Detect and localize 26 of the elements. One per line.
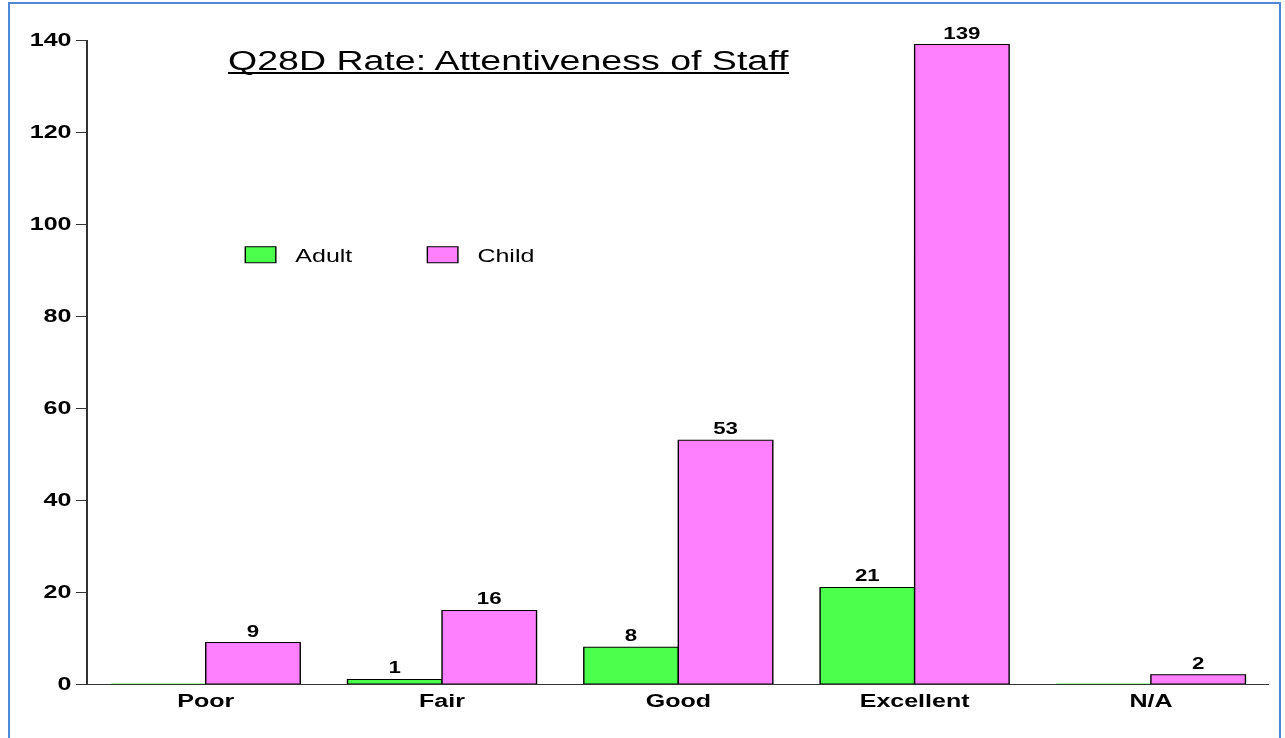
data-label: 139 bbox=[943, 23, 981, 42]
y-tick-label: 40 bbox=[43, 489, 72, 511]
x-tick-label: Fair bbox=[419, 690, 466, 711]
data-label: 53 bbox=[713, 419, 739, 438]
chart-title: Q28D Rate: Attentiveness of Staff bbox=[227, 45, 790, 77]
x-tick-label: Excellent bbox=[859, 690, 970, 711]
data-label: 1 bbox=[388, 658, 402, 677]
data-label: 21 bbox=[854, 566, 880, 585]
y-tick-label: 20 bbox=[43, 581, 72, 603]
data-label: 2 bbox=[1191, 653, 1205, 673]
x-tick-label: Good bbox=[645, 690, 711, 711]
data-label: 9 bbox=[246, 621, 260, 640]
bar bbox=[205, 642, 301, 684]
y-tick-label: 0 bbox=[57, 673, 72, 695]
y-tick-label: 80 bbox=[43, 305, 72, 327]
x-tick-label: N/A bbox=[1129, 690, 1173, 711]
legend-label: Child bbox=[477, 245, 535, 266]
legend-label: Adult bbox=[295, 245, 353, 266]
data-label: 8 bbox=[624, 626, 638, 645]
y-tick-label: 120 bbox=[29, 121, 72, 143]
y-tick-label: 60 bbox=[43, 397, 72, 419]
bar bbox=[1150, 674, 1247, 684]
y-tick-label: 100 bbox=[29, 213, 72, 235]
x-tick-label: Poor bbox=[177, 690, 235, 711]
data-label: 16 bbox=[476, 589, 502, 608]
y-tick-label: 140 bbox=[29, 29, 72, 51]
